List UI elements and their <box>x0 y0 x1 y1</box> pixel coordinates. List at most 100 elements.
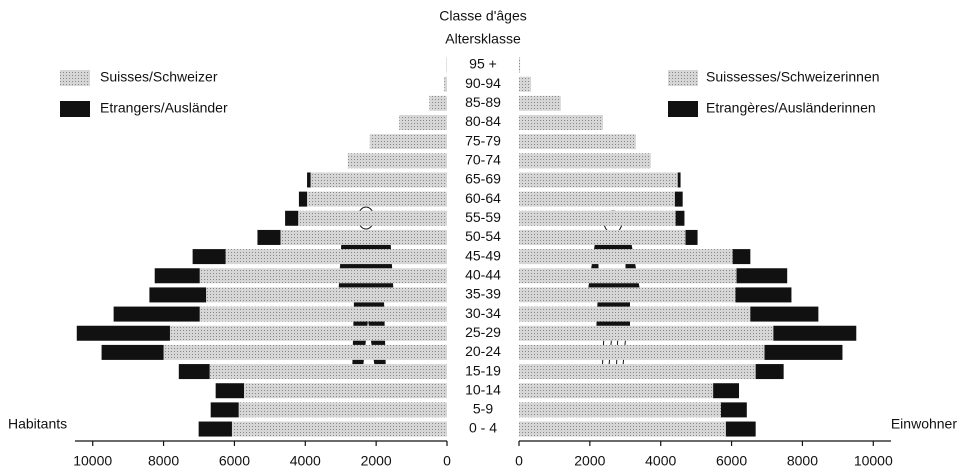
bar <box>399 114 447 130</box>
bar <box>519 153 651 169</box>
bar <box>243 383 447 399</box>
x-tick-label: 0 <box>443 453 451 469</box>
category-label: 10-14 <box>465 381 501 397</box>
bar <box>725 421 756 437</box>
bar <box>169 325 447 341</box>
bar <box>755 364 784 380</box>
bar <box>178 364 210 380</box>
x-tick-label: 6000 <box>716 453 747 469</box>
bar <box>210 402 239 418</box>
bar <box>732 249 751 265</box>
category-label: 20-24 <box>465 343 501 359</box>
bar <box>519 402 721 418</box>
legend-swatch <box>668 101 698 117</box>
bar <box>206 287 447 303</box>
category-label: 25-29 <box>465 324 501 340</box>
bar <box>101 344 164 360</box>
x-tick-label: 4000 <box>290 453 321 469</box>
bar <box>750 306 819 322</box>
category-label: 5-9 <box>473 401 493 417</box>
bar <box>307 172 311 188</box>
legend-swatch <box>60 101 90 117</box>
bar <box>198 421 232 437</box>
category-label: 90-94 <box>465 75 501 91</box>
bar <box>163 344 448 360</box>
bar <box>429 95 447 111</box>
x-tick-label: 8000 <box>787 453 818 469</box>
bar <box>685 229 698 245</box>
category-label: 65-69 <box>465 171 501 187</box>
x-tick-label: 10000 <box>73 453 112 469</box>
chart-subtitle: Altersklasse <box>445 31 521 47</box>
x-tick-label: 0 <box>515 453 523 469</box>
bar <box>713 383 740 399</box>
bar <box>674 191 683 207</box>
bar <box>231 421 447 437</box>
bar <box>677 172 681 188</box>
x-tick-label: 2000 <box>361 453 392 469</box>
bar <box>225 249 447 265</box>
category-label: 80-84 <box>465 113 501 129</box>
category-label: 95 + <box>469 56 497 72</box>
bar <box>720 402 747 418</box>
x-tick-label: 2000 <box>574 453 605 469</box>
legend-label: Etrangers/Ausländer <box>100 100 228 116</box>
bar <box>519 249 733 265</box>
bar <box>154 268 200 284</box>
bar <box>735 287 792 303</box>
bar <box>209 364 447 380</box>
bar <box>519 57 521 73</box>
legend-label: Suisses/Schweizer <box>100 69 218 85</box>
bar <box>199 306 447 322</box>
bar <box>113 306 200 322</box>
legend-label: Etrangères/Ausländerinnen <box>706 100 876 116</box>
x-tick-label: 8000 <box>148 453 179 469</box>
bar <box>519 95 561 111</box>
chart-title: Classe d'âges <box>439 8 527 24</box>
bar <box>307 191 447 207</box>
category-label: 75-79 <box>465 132 501 148</box>
bar <box>149 287 207 303</box>
bar <box>257 229 281 245</box>
bar <box>215 383 244 399</box>
bar <box>192 249 226 265</box>
legend-label: Suissesses/Schweizerinnen <box>706 69 880 85</box>
bar <box>238 402 447 418</box>
category-label: 60-64 <box>465 190 501 206</box>
right-label: Einwohner <box>891 416 957 432</box>
bar <box>519 191 675 207</box>
bar <box>76 325 170 341</box>
bar <box>298 210 447 226</box>
legend-swatch <box>668 70 698 86</box>
bar <box>199 268 447 284</box>
category-label: 55-59 <box>465 209 501 225</box>
bar <box>298 191 308 207</box>
bar <box>519 287 736 303</box>
legend-swatch <box>60 70 90 86</box>
bar <box>519 268 737 284</box>
bar <box>519 306 751 322</box>
bar <box>519 76 532 92</box>
bar <box>519 421 726 437</box>
bar <box>519 172 678 188</box>
bar <box>519 364 756 380</box>
bar <box>519 325 774 341</box>
bar <box>519 229 686 245</box>
bar <box>285 210 299 226</box>
bar <box>310 172 447 188</box>
left-label: Habitants <box>8 416 67 432</box>
bar <box>369 134 447 150</box>
bar <box>764 344 843 360</box>
bar <box>773 325 857 341</box>
category-label: 15-19 <box>465 362 501 378</box>
bar <box>347 153 447 169</box>
bar <box>519 114 603 130</box>
category-label: 30-34 <box>465 305 501 321</box>
category-label: 45-49 <box>465 247 501 263</box>
bar <box>519 344 765 360</box>
bar <box>519 383 714 399</box>
bar <box>675 210 685 226</box>
bar <box>280 229 447 245</box>
bar <box>519 134 636 150</box>
bar <box>736 268 788 284</box>
